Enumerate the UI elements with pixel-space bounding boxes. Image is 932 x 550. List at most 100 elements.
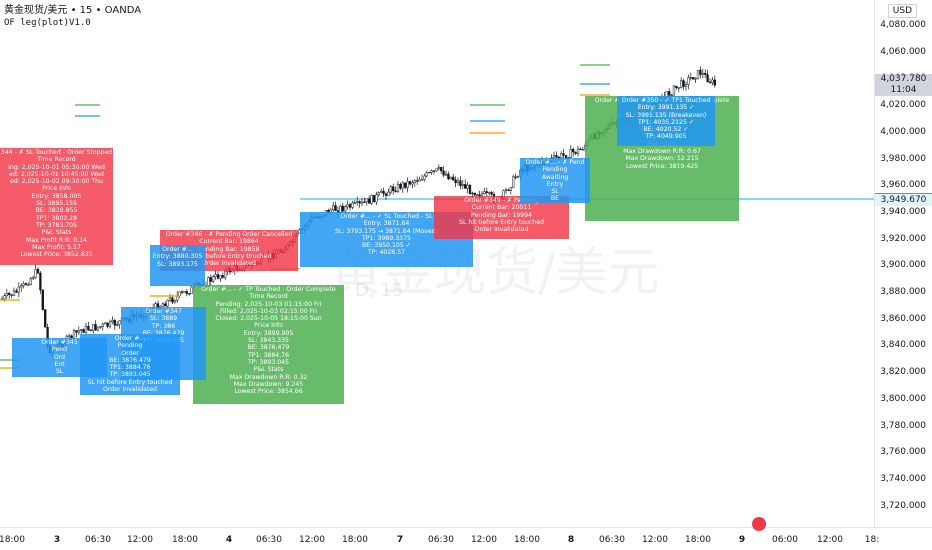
time-tick: 18:00 <box>685 535 711 545</box>
time-tick: 18:00 <box>172 535 198 545</box>
candle-down <box>454 179 457 183</box>
candle-down <box>341 205 344 212</box>
candle-down <box>39 272 42 291</box>
current-price-tag: 4,037.780 11:04 <box>875 74 932 96</box>
order-label-line: Price Info <box>42 185 71 193</box>
order-label-line: Current Bar: 19864 <box>199 238 259 246</box>
currency-button[interactable]: USD <box>887 4 917 18</box>
candle-down <box>89 329 92 332</box>
candle-down <box>392 186 395 192</box>
order-label[interactable]: Order #350 - ✓ TP1 Touched Entry: 3991.13… <box>617 96 715 146</box>
candle-down <box>579 148 582 151</box>
candle-down <box>452 176 455 181</box>
time-tick: 12:00 <box>127 535 153 545</box>
order-label[interactable]: Order #... Entry: 3880.305 SL: 3893.175 <box>150 245 205 286</box>
candle-up <box>672 85 676 96</box>
interval[interactable]: 15 <box>79 5 93 16</box>
candle-up <box>401 182 404 189</box>
order-label-line: TP1: 3989.3375 <box>362 234 411 242</box>
candle-up <box>190 286 193 294</box>
candle-up <box>389 186 392 193</box>
candle-up <box>406 181 409 188</box>
time-tick: 12:00 <box>642 535 668 545</box>
candle-down <box>164 303 167 307</box>
time-axis[interactable]: 18:00 3 06:30 12:00 18:00 4 06:30 12:00 18:00 7 06… <box>0 527 932 550</box>
order-label-title: Order #... <box>162 246 193 253</box>
candle-down <box>572 148 575 153</box>
candle-up <box>516 176 520 178</box>
candle-up <box>22 283 25 286</box>
order-label-title: Order #... - ✓ TP Touched - Order Comple… <box>201 286 336 293</box>
order-label[interactable]: Order #... - ✗ Pend Pending Awaiting Entry S… <box>520 158 590 203</box>
chart-header: 黄金现货/美元 • 15 • OANDA OF leg(plot)V1.0 <box>4 5 142 28</box>
time-tick: 18:00 <box>342 535 368 545</box>
candle-down <box>668 91 671 96</box>
time-tick: 3 <box>53 535 61 545</box>
order-label-line: Awaiting <box>541 173 569 181</box>
candle-up <box>413 180 416 183</box>
order-label[interactable]: Order #... - ✓ TP Touched - Order Comple… <box>193 285 344 404</box>
order-label-line: ing: 2,025-10-01 05:30:00 Wed <box>8 163 105 171</box>
candle-down <box>188 293 191 295</box>
candle-down <box>216 274 220 279</box>
candle-down <box>447 173 450 180</box>
candle-down <box>704 72 707 75</box>
candle-up <box>224 270 227 278</box>
candle-down <box>171 297 174 303</box>
order-label-line: Lowest Price: 3854.66 <box>234 388 303 396</box>
time-tick: 18: <box>864 535 880 545</box>
order-label-line: ed: 2,025-10-01 10:45:00 Wed <box>9 170 104 178</box>
time-tick: 12:00 <box>471 535 497 545</box>
order-label-line: BE: 3876.479 <box>121 330 206 337</box>
time-tick: 06:30 <box>599 535 625 545</box>
candle-down <box>432 170 436 172</box>
price-tick: 3,820.000 <box>880 367 926 378</box>
candle-down <box>180 291 184 293</box>
candle-up <box>423 175 426 180</box>
candle-down <box>185 291 188 294</box>
order-label-line: SL <box>55 368 64 376</box>
candle-up <box>576 148 580 154</box>
candle-up <box>483 191 486 195</box>
candle-down <box>394 190 397 192</box>
us-flag-icon[interactable] <box>751 516 767 532</box>
price-tick: 3,980.000 <box>880 153 926 164</box>
candle-down <box>15 290 18 293</box>
candle-down <box>416 180 419 182</box>
candle-down <box>442 170 445 176</box>
price-tick: 3,880.000 <box>880 287 926 297</box>
symbol-name[interactable]: 黄金现货/美元 <box>4 5 68 16</box>
price-tick: 3,800.000 <box>880 393 926 404</box>
candle-up <box>430 170 433 173</box>
candle-up <box>476 194 479 196</box>
candle-up <box>332 205 335 211</box>
order-label-line: TP1: 4035.2125 ✓ <box>637 118 695 126</box>
order-label-line: Max Drawdown: 9.245 <box>233 380 304 388</box>
order-label-title: Order #347 <box>145 308 182 315</box>
candle-up <box>456 180 460 183</box>
candle-up <box>183 291 186 293</box>
candle-up <box>552 155 556 159</box>
candle-down <box>507 189 510 191</box>
interval-watermark: D, 15 <box>355 280 404 301</box>
time-tick: 06:00 <box>772 535 798 545</box>
candle-up <box>687 77 690 85</box>
candle-down <box>464 184 467 189</box>
order-label-line: BE: 3950.105 ✓ <box>362 242 411 250</box>
order-label-line: SL hit before Entry touched <box>87 378 173 386</box>
candle-down <box>348 204 352 208</box>
candle-up <box>27 284 30 286</box>
indicator-name[interactable]: OF leg(plot)V1.0 <box>4 18 91 28</box>
candle-down <box>473 192 476 196</box>
order-label[interactable]: Order #349 - ✗ Pending Current Bar: 20011… <box>434 196 569 239</box>
candle-up <box>488 192 491 194</box>
price-tick: 4,080.000 <box>880 20 926 30</box>
order-label[interactable]: Order #... Pending Order BE: 3876.479 TP1: 3… <box>80 334 180 395</box>
candle-up <box>581 149 584 151</box>
order-label[interactable]: 344 - ✗ SL Touched - Order Stopped Time R… <box>0 148 113 265</box>
order-label-line: Entry: 3858.005 <box>31 192 82 200</box>
order-label-line: SL: 3893.175 <box>157 260 198 268</box>
candle-up <box>418 179 421 182</box>
candle-up <box>696 69 700 79</box>
